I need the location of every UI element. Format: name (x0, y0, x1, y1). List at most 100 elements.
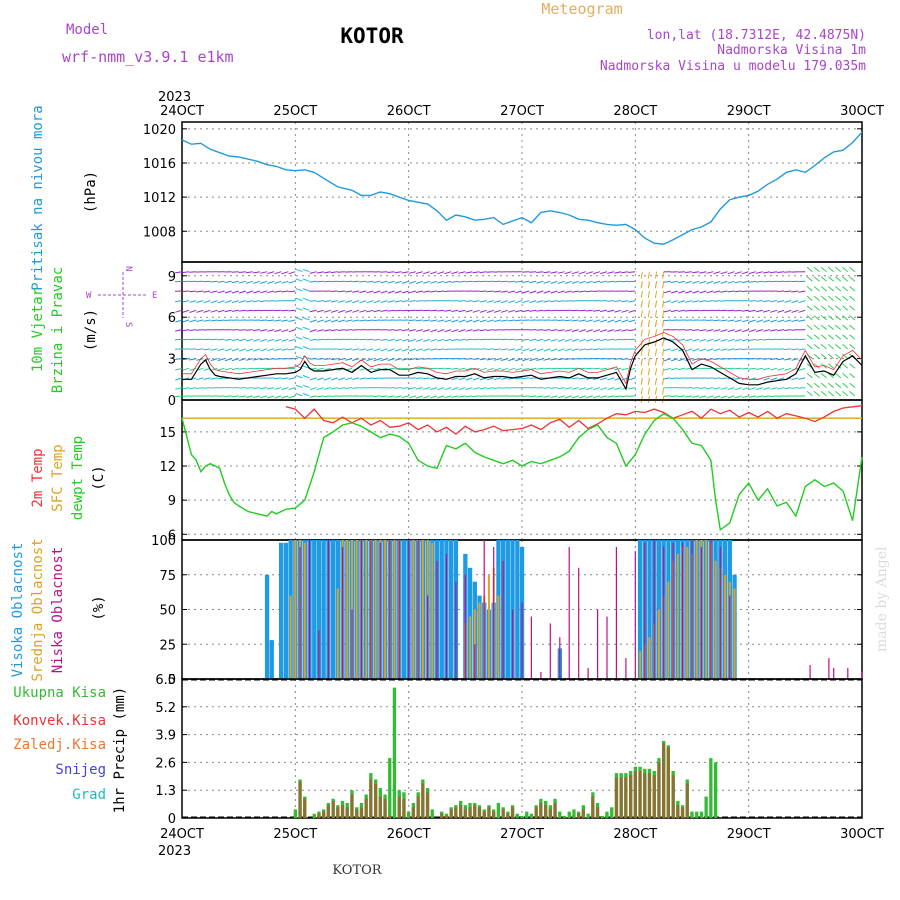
wind-arrow (373, 280, 381, 283)
convective-precip-bar (322, 811, 326, 818)
pressure-ytick-label: 1012 (143, 191, 176, 206)
convective-precip-bar (468, 807, 472, 818)
wind-arrow (345, 387, 353, 389)
legend-snow: Snijeg (55, 762, 106, 778)
convective-precip-bar (506, 813, 510, 818)
convective-precip-bar (671, 775, 675, 818)
wind-arrow (295, 375, 303, 379)
wind-arrow (245, 329, 253, 331)
bottom-date-label: 24OCT (160, 827, 204, 842)
wind-arrow (380, 338, 388, 341)
mid-cloud-bar (487, 574, 490, 680)
wind-arrow (267, 329, 275, 332)
wind-arrow (543, 280, 551, 284)
wind-arrow (224, 300, 232, 304)
wind-arrow (486, 319, 494, 323)
wind-arrow (813, 363, 820, 369)
wind-arrow (380, 300, 388, 304)
high-cloud-bar (331, 540, 336, 679)
wind-arrow (564, 280, 572, 284)
wind-arrow (571, 377, 579, 380)
wind-arrow (302, 268, 310, 273)
wind-arrow (500, 319, 508, 322)
wind-arrow (564, 271, 572, 275)
wind-arrow (337, 300, 346, 303)
wind-arrow (777, 377, 785, 381)
mid-cloud-bar (412, 540, 415, 679)
wind-arrow (677, 377, 685, 379)
wind-arrow (274, 358, 282, 360)
convective-precip-bar (629, 775, 633, 818)
wind-arrow (316, 377, 324, 381)
convective-precip-bar (539, 803, 543, 818)
wind-arrow (670, 377, 678, 380)
wind-arrow (806, 373, 813, 379)
wind-arrow (274, 377, 282, 380)
low-cloud-bar (682, 542, 684, 679)
wind-arrow (174, 338, 183, 341)
wind-arrow (245, 271, 253, 274)
wind-arrow (784, 358, 792, 361)
wind-arrow (755, 271, 763, 274)
wind-arrow (640, 300, 643, 308)
wind-arrow (813, 391, 820, 397)
mid-cloud-bar (294, 540, 297, 679)
wind-arrow (529, 348, 537, 352)
wind-arrow (734, 309, 742, 312)
wind-arrow (217, 338, 225, 341)
mid-cloud-bar (686, 547, 689, 679)
wind-arrow (798, 290, 806, 293)
wind-arrow (274, 280, 282, 284)
wind-arrow (564, 348, 572, 352)
wind-arrow (175, 377, 183, 381)
wind-arrow (416, 395, 423, 399)
wind-arrow (585, 395, 593, 399)
wind-arrow (557, 395, 565, 399)
temp-ylabel-1: 2m Temp (30, 448, 46, 507)
total-precip-bar (430, 809, 434, 818)
wind-arrow (260, 338, 268, 342)
wind-arrow (458, 377, 466, 381)
precip-unit: 1hr Precip (mm) (112, 687, 128, 813)
wind-arrow (522, 348, 530, 352)
wind-arrow (507, 319, 515, 322)
wind-arrow (628, 300, 636, 303)
wind-arrow (231, 271, 239, 273)
convective-precip-bar (425, 792, 430, 818)
low-cloud-bar (625, 658, 627, 679)
wind-arrow (640, 358, 643, 366)
low-cloud-bar (549, 623, 551, 679)
wind-arrow (514, 338, 523, 341)
wind-arrow (182, 319, 190, 323)
wind-gust-line (182, 331, 863, 385)
wind-arrow (835, 286, 842, 292)
wind-arrow (387, 309, 395, 312)
wind-arrow (330, 300, 338, 303)
wind-arrow (472, 319, 480, 323)
convective-precip-bar (388, 815, 392, 818)
wind-arrow (748, 348, 756, 350)
total-precip-bar (525, 811, 529, 818)
wind-arrow (522, 395, 530, 397)
wind-arrow (344, 348, 353, 351)
wind-arrow (720, 387, 728, 390)
wind-arrow (267, 348, 275, 352)
wind-arrow (246, 348, 253, 352)
convective-precip-bar (510, 807, 515, 818)
wind-arrow (281, 329, 289, 333)
top-date-label: 30OCT (840, 104, 884, 119)
wind-arrow (316, 271, 324, 274)
wind-arrow (224, 367, 232, 371)
convective-precip-bar (482, 811, 486, 818)
wind-arrow (260, 280, 268, 284)
wind-arrow (394, 358, 402, 361)
wind-arrow (316, 338, 324, 341)
wind-arrow (465, 319, 473, 323)
wind-arrow (387, 358, 395, 361)
wind-arrow (189, 300, 197, 303)
wind-arrow (647, 358, 650, 366)
wind-arrow (472, 358, 480, 360)
wind-arrow (806, 334, 813, 340)
wind-arrow (571, 271, 579, 275)
wind-arrow (763, 377, 771, 381)
